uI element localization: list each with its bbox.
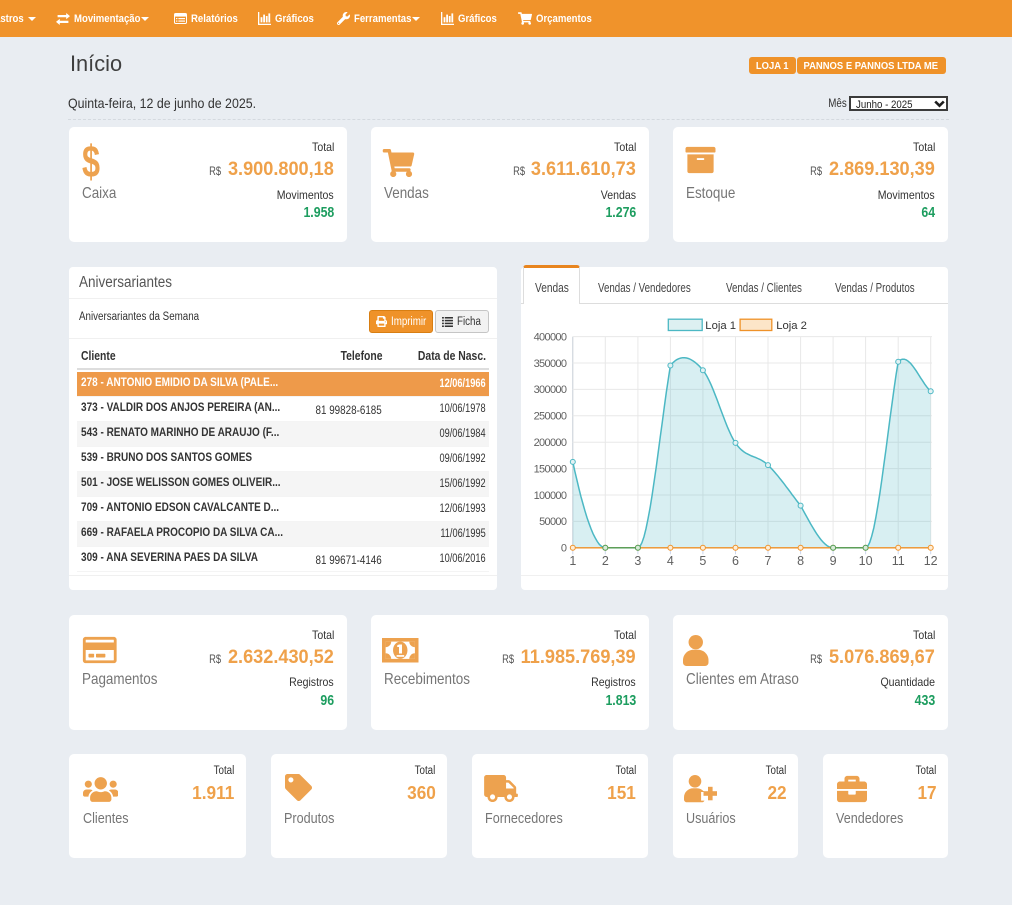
svg-text:Loja 2: Loja 2 [776, 320, 807, 332]
svg-text:50000: 50000 [539, 516, 567, 528]
svg-text:2: 2 [601, 554, 608, 568]
svg-text:3: 3 [634, 554, 641, 568]
svg-text:7: 7 [764, 554, 771, 568]
svg-text:6: 6 [732, 554, 739, 568]
svg-text:5: 5 [699, 554, 706, 568]
svg-text:350000: 350000 [533, 357, 566, 369]
svg-text:150000: 150000 [533, 463, 566, 475]
svg-text:8: 8 [797, 554, 804, 568]
svg-text:300000: 300000 [533, 384, 566, 396]
svg-text:250000: 250000 [533, 410, 566, 422]
svg-text:400000: 400000 [533, 331, 566, 343]
svg-text:4: 4 [666, 554, 673, 568]
svg-text:Loja 1: Loja 1 [705, 320, 736, 332]
svg-text:200000: 200000 [533, 437, 566, 449]
svg-text:12: 12 [923, 554, 937, 568]
svg-text:0: 0 [560, 542, 566, 554]
svg-text:1: 1 [569, 554, 576, 568]
svg-text:11: 11 [891, 554, 904, 568]
svg-text:10: 10 [858, 554, 872, 568]
svg-text:9: 9 [829, 554, 836, 568]
svg-text:100000: 100000 [533, 489, 566, 501]
